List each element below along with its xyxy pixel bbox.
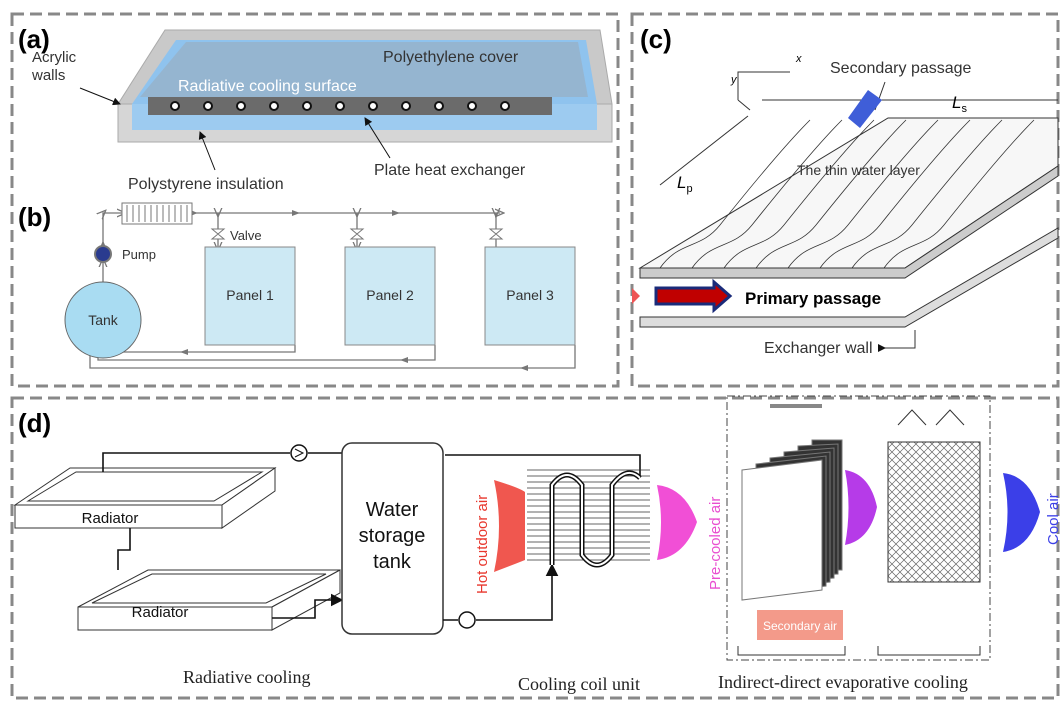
label: walls [31,67,65,84]
primary-arrow [656,282,730,310]
inlet [632,288,640,304]
label: Pre-cooled air [707,497,724,590]
hole [270,102,278,110]
label: Hot outdoor air [474,495,491,594]
panel-label: (c) [640,24,672,54]
caption: Cooling coil unit [518,674,640,694]
symbol: L [677,173,686,192]
symbol: L [952,93,961,112]
caption: Radiative cooling [183,667,310,687]
panel-label: (d) [18,408,51,438]
panel-a: (a) Acrylic walls Polyethylene cover Rad… [18,24,612,193]
pump [95,246,111,262]
coil-tube [552,473,640,565]
hole [303,102,311,110]
hole [501,102,509,110]
label: Primary passage [745,289,881,308]
hot-air-arrow [494,480,525,572]
wet-pad [888,442,980,582]
spray [898,410,964,425]
label: Radiator [82,510,139,527]
label: y [730,74,738,86]
label: Water [366,499,419,521]
hole [435,102,443,110]
length-p: Lp [677,173,693,195]
label: Exchanger wall [764,340,873,357]
label: The thin water layer [797,162,920,178]
secondary-arrow [848,90,882,128]
dimension [660,116,748,185]
basins [738,646,980,655]
plate [742,460,822,600]
hole [237,102,245,110]
label: Plate heat exchanger [374,162,526,179]
cool-air-arrow [1003,473,1040,552]
mid-air-arrow [845,470,877,545]
subscript: s [961,103,967,115]
panel-c: (c) x y Secondary passage Ls Lp The thin… [632,24,1058,357]
label: Panel 3 [506,287,554,303]
arrow [80,88,120,104]
label: Valve [230,228,262,243]
label: Secondary air [763,619,837,633]
label: Polyethylene cover [383,49,519,66]
hole [369,102,377,110]
panel-d: (d) Radiator Radiator Water storage tank… [15,396,1060,694]
precooled-air-arrow [657,485,697,560]
label: Panel 1 [226,287,274,303]
label: Radiative cooling surface [178,78,357,95]
label: Secondary passage [830,60,972,77]
length-s: Ls [952,93,967,115]
heat-exchanger-plates [742,440,842,600]
hole [402,102,410,110]
pump [291,445,307,461]
arrow [885,330,915,348]
label: tank [373,551,412,573]
label: Cool air [1045,493,1060,545]
figure: (a) Acrylic walls Polyethylene cover Rad… [0,0,1060,702]
label: x [795,53,802,65]
panel-label: (b) [18,202,51,232]
axes [738,72,1058,110]
caption: Indirect-direct evaporative cooling [718,672,968,692]
coil-tube-inner [552,473,640,565]
subscript: p [686,183,692,195]
cooling-coil [527,470,650,565]
label: Acrylic [32,49,77,66]
pump [459,612,475,628]
hole [468,102,476,110]
label: storage [359,525,426,547]
panel-b: (b) Valve Pump Tank Panel 1 Panel 2 Pane… [18,202,575,371]
label: Pump [122,247,156,262]
label: Tank [88,312,119,328]
label: Radiator [132,604,189,621]
label: Polystyrene insulation [128,176,284,193]
spray [770,404,822,408]
hole [336,102,344,110]
hole [171,102,179,110]
label: Panel 2 [366,287,414,303]
hole [204,102,212,110]
